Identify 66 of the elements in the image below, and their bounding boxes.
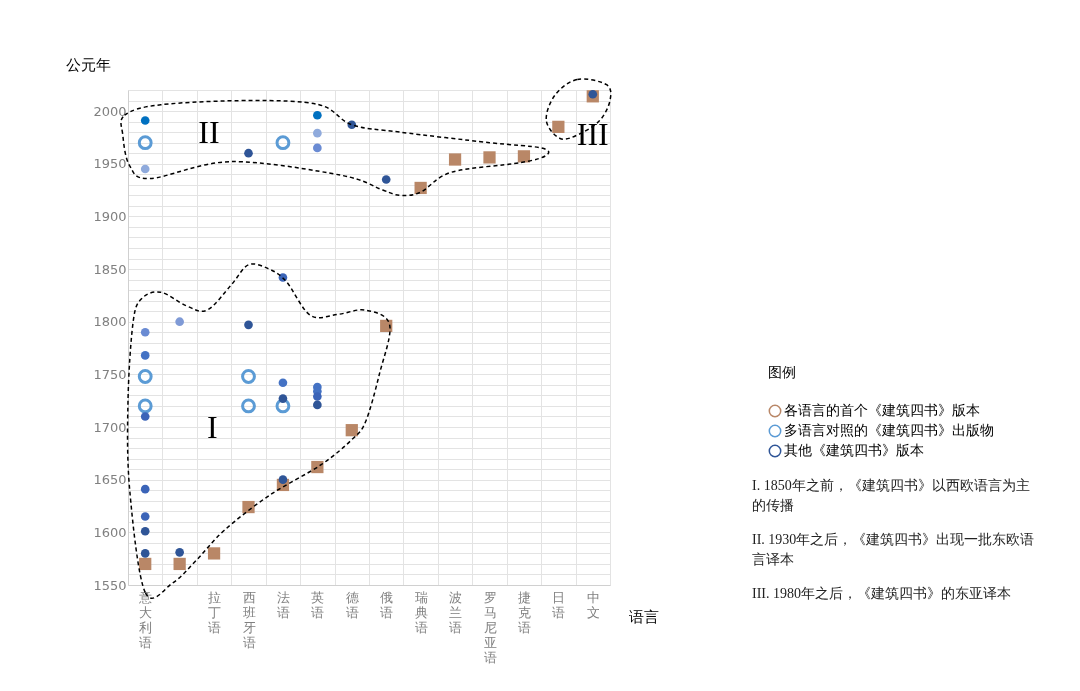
point bbox=[313, 143, 322, 153]
x-tick-label: 西班牙语 bbox=[242, 589, 256, 650]
y-tick-label: 1600 bbox=[93, 524, 127, 540]
point bbox=[241, 369, 256, 384]
y-axis-title: 公元年 bbox=[66, 55, 111, 74]
point bbox=[313, 110, 322, 120]
x-tick-label: 捷克语 bbox=[517, 589, 531, 635]
point bbox=[140, 526, 150, 536]
text: II. 1930年之后，《建筑四书》出现一批东欧语言译本 bbox=[752, 531, 1036, 569]
legend-label: 其他《建筑四书》版本 bbox=[784, 442, 924, 458]
annotation: III bbox=[576, 115, 609, 152]
x-tick-label: 日语 bbox=[552, 589, 566, 620]
point bbox=[207, 547, 221, 560]
x-tick-label: 波兰语 bbox=[449, 589, 463, 635]
annotation: II bbox=[198, 113, 220, 150]
y-tick-label: 1650 bbox=[93, 472, 127, 488]
legend-label: 多语言对照的《建筑四书》出版物 bbox=[784, 422, 994, 438]
point bbox=[140, 351, 150, 360]
x-tick-label: 德语 bbox=[345, 589, 359, 620]
legend-label: 各语言的首个《建筑四书》版本 bbox=[784, 402, 980, 418]
point bbox=[275, 398, 291, 414]
point bbox=[345, 424, 358, 437]
x-tick-label: 意大利语 bbox=[138, 589, 153, 650]
annotation: I bbox=[207, 408, 218, 445]
x-tick-label: 瑞典语 bbox=[414, 589, 428, 635]
point bbox=[381, 175, 391, 184]
y-tick-label: 1950 bbox=[93, 156, 127, 172]
point bbox=[140, 549, 150, 558]
point bbox=[140, 164, 150, 174]
x-tick-label: 俄语 bbox=[380, 589, 394, 620]
point bbox=[483, 151, 496, 164]
point bbox=[242, 500, 255, 514]
point bbox=[137, 135, 153, 151]
point bbox=[552, 120, 565, 133]
y-tick-label: 2000 bbox=[93, 103, 127, 119]
point bbox=[137, 369, 153, 384]
text: I. 1850年之前，《建筑四书》以西欧语言为主的传播 bbox=[752, 477, 1031, 515]
x-tick-label: 法语 bbox=[276, 589, 290, 620]
legend-title: 图例 bbox=[768, 364, 796, 380]
y-tick-label: 1900 bbox=[93, 208, 127, 224]
x-tick-label: 罗马尼亚语 bbox=[483, 589, 497, 665]
point bbox=[448, 153, 462, 166]
point bbox=[140, 327, 150, 337]
y-tick-label: 1700 bbox=[93, 419, 127, 435]
point bbox=[140, 484, 150, 494]
x-axis-title: 语言 bbox=[628, 607, 659, 626]
point bbox=[313, 128, 322, 138]
x-tick-label: 中文 bbox=[586, 589, 600, 620]
y-tick-label: 1750 bbox=[93, 366, 127, 382]
point bbox=[275, 135, 291, 151]
x-tick-label: 英语 bbox=[311, 589, 325, 620]
y-tick-label: 1850 bbox=[93, 261, 127, 277]
point bbox=[244, 148, 253, 158]
y-tick-label: 1550 bbox=[93, 577, 127, 593]
point bbox=[175, 317, 184, 327]
point bbox=[140, 116, 150, 125]
text: III. 1980年之后，《建筑四书》的东亚译本 bbox=[752, 585, 1012, 603]
point bbox=[173, 557, 186, 571]
x-tick-label: 拉丁语 bbox=[208, 589, 222, 635]
point bbox=[139, 557, 152, 571]
point bbox=[241, 398, 256, 414]
point bbox=[313, 392, 322, 401]
point bbox=[588, 89, 598, 99]
point bbox=[517, 150, 531, 163]
y-tick-label: 1800 bbox=[93, 314, 127, 330]
point bbox=[137, 398, 153, 414]
